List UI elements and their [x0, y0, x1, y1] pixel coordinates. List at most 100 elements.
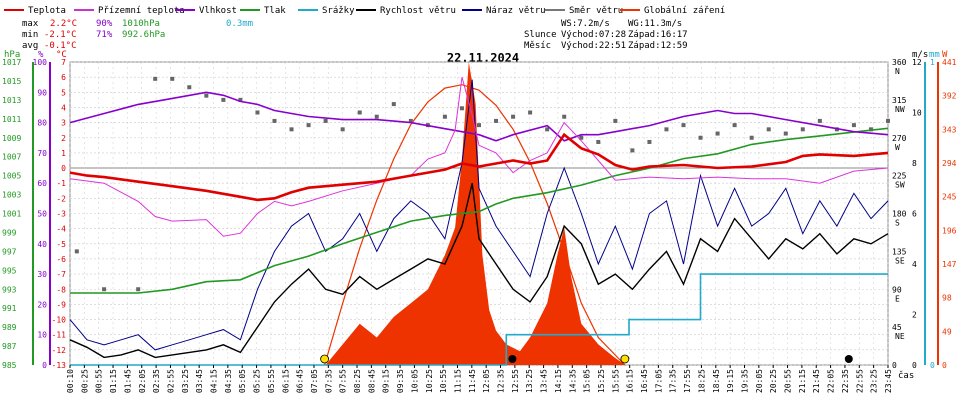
wind-dir-point [698, 135, 703, 140]
stat-min-temp: -2.1°C [44, 30, 77, 40]
stat-sun-label: Slunce [524, 30, 557, 40]
temp-tick-label: -4 [56, 225, 66, 234]
x-tick-label: 02:55 [166, 369, 175, 393]
temp-tick-label: -1 [56, 179, 66, 188]
radiation-tick-label: 0 [942, 361, 947, 370]
x-tick-label: 06:45 [296, 369, 305, 393]
temp-tick-label: -10 [52, 316, 67, 325]
humidity-tick-label: 100 [33, 58, 48, 67]
x-tick-label: 04:35 [224, 369, 233, 393]
wind-dir-point [596, 139, 601, 144]
temp-tick-label: -8 [56, 285, 66, 294]
x-tick-label: 16:45 [640, 369, 649, 393]
legend: Teplota Přízemní teplota Vlhkost Tlak Srážky… [4, 6, 725, 16]
x-tick-label: 15:55 [611, 369, 620, 393]
wind-dir-tick-label: 180 [892, 210, 907, 219]
wind-dir-point [647, 139, 652, 144]
temp-tick-label: -12 [52, 346, 67, 355]
wind-dir-point [766, 127, 771, 132]
x-tick-label: 07:05 [310, 369, 319, 393]
x-tick-label: 10:25 [425, 369, 434, 393]
wind-speed-tick-label: 0 [912, 361, 917, 370]
x-tick-label: 18:25 [697, 369, 706, 393]
x-tick-label: 03:45 [195, 369, 204, 393]
x-tick-label: 12:55 [511, 369, 520, 393]
stats-block: max 2.2°C 90% 1010hPa 0.3mm min -2.1°C 7… [22, 19, 688, 51]
wind-dir-point [732, 123, 737, 128]
humidity-line [69, 91, 889, 142]
x-tick-label: 19:35 [740, 369, 749, 393]
humidity-tick-label: 70 [37, 149, 47, 158]
sunset-icon [620, 354, 630, 364]
wind-dir-point [272, 118, 277, 123]
x-tick-label: 09:15 [382, 369, 391, 393]
x-tick-label: 13:25 [525, 369, 534, 393]
x-tick-label: 08:25 [353, 369, 362, 393]
legend-label: Vlhkost [199, 6, 237, 16]
wind-dir-point [238, 97, 243, 102]
pressure-tick-label: 1009 [2, 134, 21, 143]
wind-dir-point [511, 114, 516, 119]
wind-dir-point [579, 135, 584, 140]
temp-tick-label: -11 [52, 331, 67, 340]
wind-speed-tick-label: 8 [912, 159, 917, 168]
radiation-clear-sky-line [324, 84, 626, 366]
x-tick-label: 22:35 [841, 369, 850, 393]
x-tick-label: 07:35 [324, 369, 333, 393]
temperature-line [69, 132, 889, 202]
wind-dir-point [357, 110, 362, 115]
x-tick-label: 11:45 [468, 369, 477, 393]
chart-marks [69, 62, 890, 366]
x-tick-label: 02:35 [152, 369, 161, 393]
wind-dir-compass-label: W [895, 143, 900, 152]
wind-dir-compass-label: E [895, 294, 900, 303]
temp-tick-label: 2 [61, 134, 66, 143]
temp-tick-label: -7 [56, 270, 66, 279]
temp-tick-label: -2 [56, 194, 66, 203]
wind-speed-line [69, 183, 889, 359]
pressure-tick-label: 1001 [2, 210, 21, 219]
stat-max-press: 1010hPa [122, 19, 160, 29]
temp-tick-label: -5 [56, 240, 66, 249]
x-tick-label: 06:15 [281, 369, 290, 393]
wind-dir-point [340, 127, 345, 132]
x-tick-label: 02:05 [138, 369, 147, 393]
stat-min-hum: 71% [96, 30, 113, 40]
wind-dir-point [74, 249, 79, 254]
temp-tick-label: 5 [61, 88, 66, 97]
wind-speed-tick-label: 10 [912, 109, 922, 118]
x-tick-label: 19:15 [726, 369, 735, 393]
x-tick-label: 18:45 [712, 369, 721, 393]
wind-speed-tick-label: 4 [912, 260, 917, 269]
wind-dir-tick-label: 0 [892, 361, 897, 370]
temp-tick-label: 1 [61, 149, 66, 158]
axis-unit-pct: % [38, 50, 44, 60]
x-tick-label: 17:05 [654, 369, 663, 393]
radiation-tick-label: 98 [942, 294, 952, 303]
legend-label: Rychlost větru [380, 6, 456, 16]
wind-dir-point [817, 118, 822, 123]
wind-dir-tick-label: 45 [892, 323, 902, 332]
x-tick-label: 04:15 [210, 369, 219, 393]
wind-dir-compass-label: S [895, 219, 900, 228]
x-tick-label: 03:25 [181, 369, 190, 393]
x-tick-label: 00:25 [80, 369, 89, 393]
pressure-line [70, 127, 889, 294]
x-tick-label: 01:15 [109, 369, 118, 393]
pressure-tick-label: 1011 [2, 115, 21, 124]
axes: -13-12-11-10-9-8-7-6-5-4-3-2-10123456798… [2, 58, 957, 370]
temp-tick-label: 3 [61, 119, 66, 128]
stat-moon-rise: Východ:22:51 [561, 41, 626, 51]
temp-tick-label: -6 [56, 255, 66, 264]
wind-dir-point [715, 131, 720, 136]
stat-avg-label: avg [22, 41, 38, 51]
stat-sun-rise: Východ:07:28 [561, 30, 626, 40]
wind-dir-point [868, 127, 873, 132]
x-tick-label: 00:55 [95, 369, 104, 393]
legend-label: Teplota [28, 6, 66, 16]
wind-dir-point [221, 97, 226, 102]
wind-dir-point [494, 118, 499, 123]
humidity-tick-label: 40 [37, 240, 47, 249]
radiation-tick-label: 294 [942, 159, 957, 168]
sunrise-icon [320, 354, 330, 364]
